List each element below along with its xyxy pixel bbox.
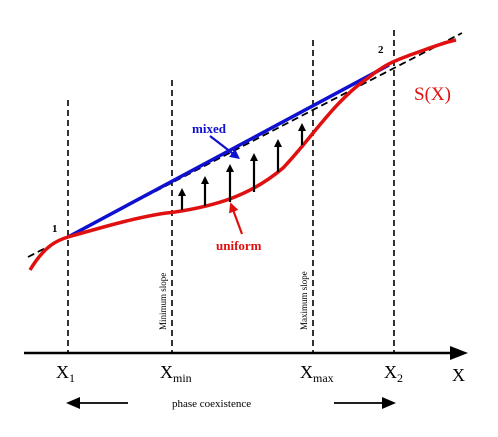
coexistence-left-arrowhead	[66, 397, 80, 409]
coexistence-right-arrowhead	[382, 397, 396, 409]
max-slope-label: Maximum slope	[299, 271, 309, 330]
min-slope-label: Minimum slope	[158, 273, 168, 330]
tick-xmax: Xmax	[300, 362, 334, 385]
phase-coexistence-label: phase coexistence	[172, 398, 251, 410]
x-axis-arrowhead	[450, 346, 468, 360]
mixed-pointer-arrow	[209, 135, 240, 160]
tick-x1: X1	[56, 362, 75, 385]
uniform-label: uniform	[216, 238, 262, 253]
tick-x2: X2	[384, 362, 403, 385]
curve-label: S(X)	[414, 84, 451, 105]
tick-xmin: Xmin	[160, 362, 192, 385]
mixed-label: mixed	[192, 121, 227, 136]
point-2-label: 2	[378, 44, 384, 56]
x-axis-label: X	[452, 365, 465, 385]
uniform-curve	[28, 38, 457, 271]
upward-arrows	[178, 123, 306, 210]
uniform-pointer-arrow	[229, 202, 244, 235]
point-1-label: 1	[52, 223, 58, 235]
